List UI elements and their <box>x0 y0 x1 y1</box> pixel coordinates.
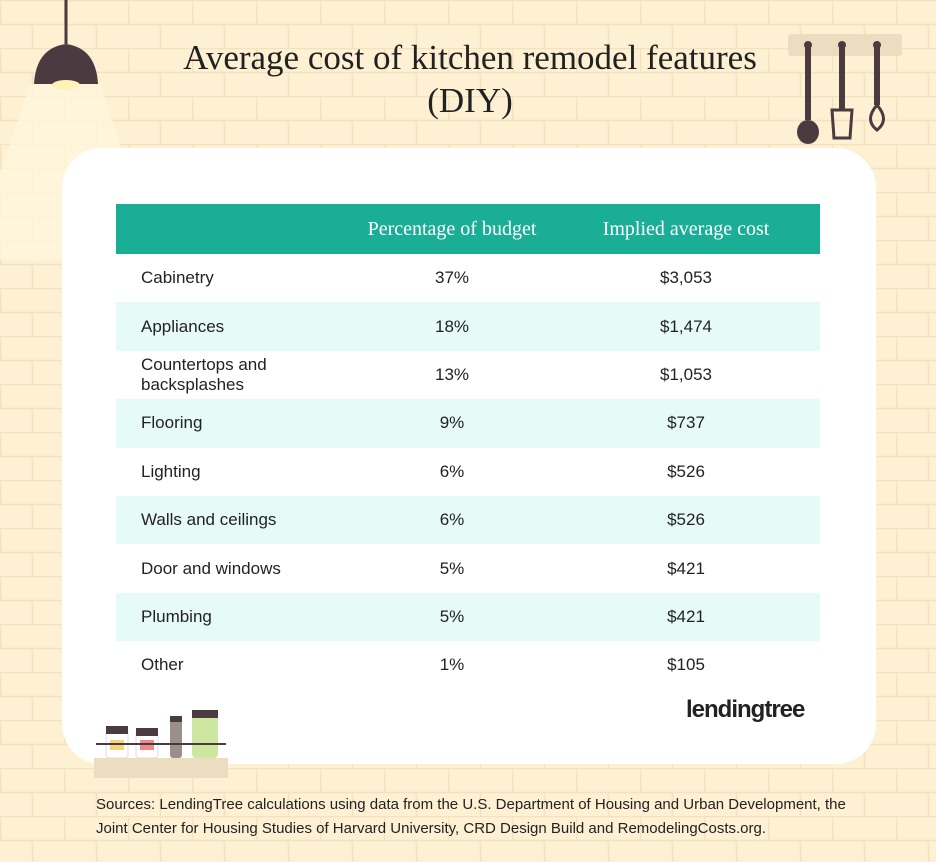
table-row: Plumbing 5% $421 <box>116 592 820 642</box>
cell: $1,474 <box>552 302 820 351</box>
row-label: Cabinetry <box>141 268 214 288</box>
sources: Sources: LendingTree calculations using … <box>96 796 846 837</box>
cell: 37% <box>434 268 470 288</box>
column-header <box>116 204 352 254</box>
row-label: Appliances <box>116 302 352 351</box>
cell: 6% <box>439 461 465 481</box>
cell: 5% <box>439 558 465 578</box>
table-row: Walls and ceilings 6% $526 <box>116 495 820 545</box>
cell: $421 <box>552 592 820 642</box>
title: Average cost of kitchen remodel features… <box>183 38 757 120</box>
header-row: Percentage of budget Implied average cos… <box>116 204 820 254</box>
cell: $3,053 <box>660 268 712 288</box>
table-row: Other 1% $105 <box>116 641 820 689</box>
cell: 18% <box>352 302 552 351</box>
utensils <box>788 34 902 144</box>
logo: lendingtree <box>686 696 805 723</box>
cell: 9% <box>352 399 552 448</box>
cell: $105 <box>667 655 705 675</box>
cell: 5% <box>352 592 552 642</box>
cell: 1% <box>439 655 465 675</box>
cell: $737 <box>552 399 820 448</box>
row-label: Lighting <box>141 461 201 481</box>
table-row: Appliances 18% $1,474 <box>116 302 820 351</box>
cell: 6% <box>352 495 552 545</box>
row-label: Plumbing <box>116 592 352 642</box>
table-row: Countertops and backsplashes 13% $1,053 <box>116 351 820 399</box>
cell: $1,053 <box>660 364 712 384</box>
table: Percentage of budget Implied average cos… <box>116 204 820 690</box>
row-label: Walls and ceilings <box>116 495 352 545</box>
cell: 13% <box>434 364 470 384</box>
cell: $526 <box>667 461 705 481</box>
cell: $526 <box>552 495 820 545</box>
column-header: Percentage of budget <box>352 204 552 254</box>
table-row: Cabinetry 37% $3,053 <box>116 254 820 302</box>
table-row: Lighting 6% $526 <box>116 448 820 496</box>
cell: $421 <box>667 558 705 578</box>
row-label: Flooring <box>116 399 352 448</box>
row-label: Other <box>141 655 184 675</box>
row-label: Door and windows <box>141 558 281 578</box>
row-label: Countertops and backsplashes <box>141 354 267 394</box>
column-header: Implied average cost <box>552 204 820 254</box>
spice-rack <box>94 710 228 778</box>
table-row: Door and windows 5% $421 <box>116 544 820 592</box>
table-row: Flooring 9% $737 <box>116 399 820 448</box>
